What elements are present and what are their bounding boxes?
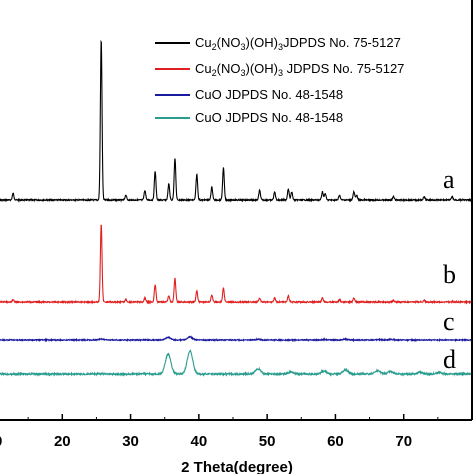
legend: Cu2(NO3)(OH)3JDPDS No. 75-5127 Cu2(NO3)(O… [155,35,404,125]
x-tick-label-70: 70 [395,433,412,450]
series-c-line [0,335,472,343]
axes-group [0,0,473,421]
trace-label-c: c [443,307,455,336]
trace-label-b: b [443,260,456,289]
traces-group [0,39,473,377]
x-tick-label-30: 30 [122,433,139,450]
series-b-line [0,224,473,305]
x-tick-label-60: 60 [327,433,344,450]
x-tick-label-50: 50 [259,433,276,450]
trace-label-a: a [443,165,455,194]
legend-entry-3: CuO JDPDS No. 48-1548 [195,87,343,102]
series-a-line [0,39,473,203]
x-axis-label: 2 Theta(degree) [181,459,293,474]
x-ticks-group: 10 20 30 40 50 60 70 [0,414,439,450]
trace-label-d: d [443,345,456,374]
x-tick-label-10: 10 [0,433,2,450]
trace-labels-group: a bcd [443,165,456,374]
series-d-line [0,349,473,377]
legend-entry-2: Cu2(NO3)(OH)3 JDPDS No. 75-5127 [195,61,404,78]
legend-entry-1: Cu2(NO3)(OH)3JDPDS No. 75-5127 [195,35,401,52]
x-tick-label-20: 20 [54,433,71,450]
legend-entry-4: CuO JDPDS No. 48-1548 [195,110,343,125]
x-tick-label-40: 40 [191,433,208,450]
